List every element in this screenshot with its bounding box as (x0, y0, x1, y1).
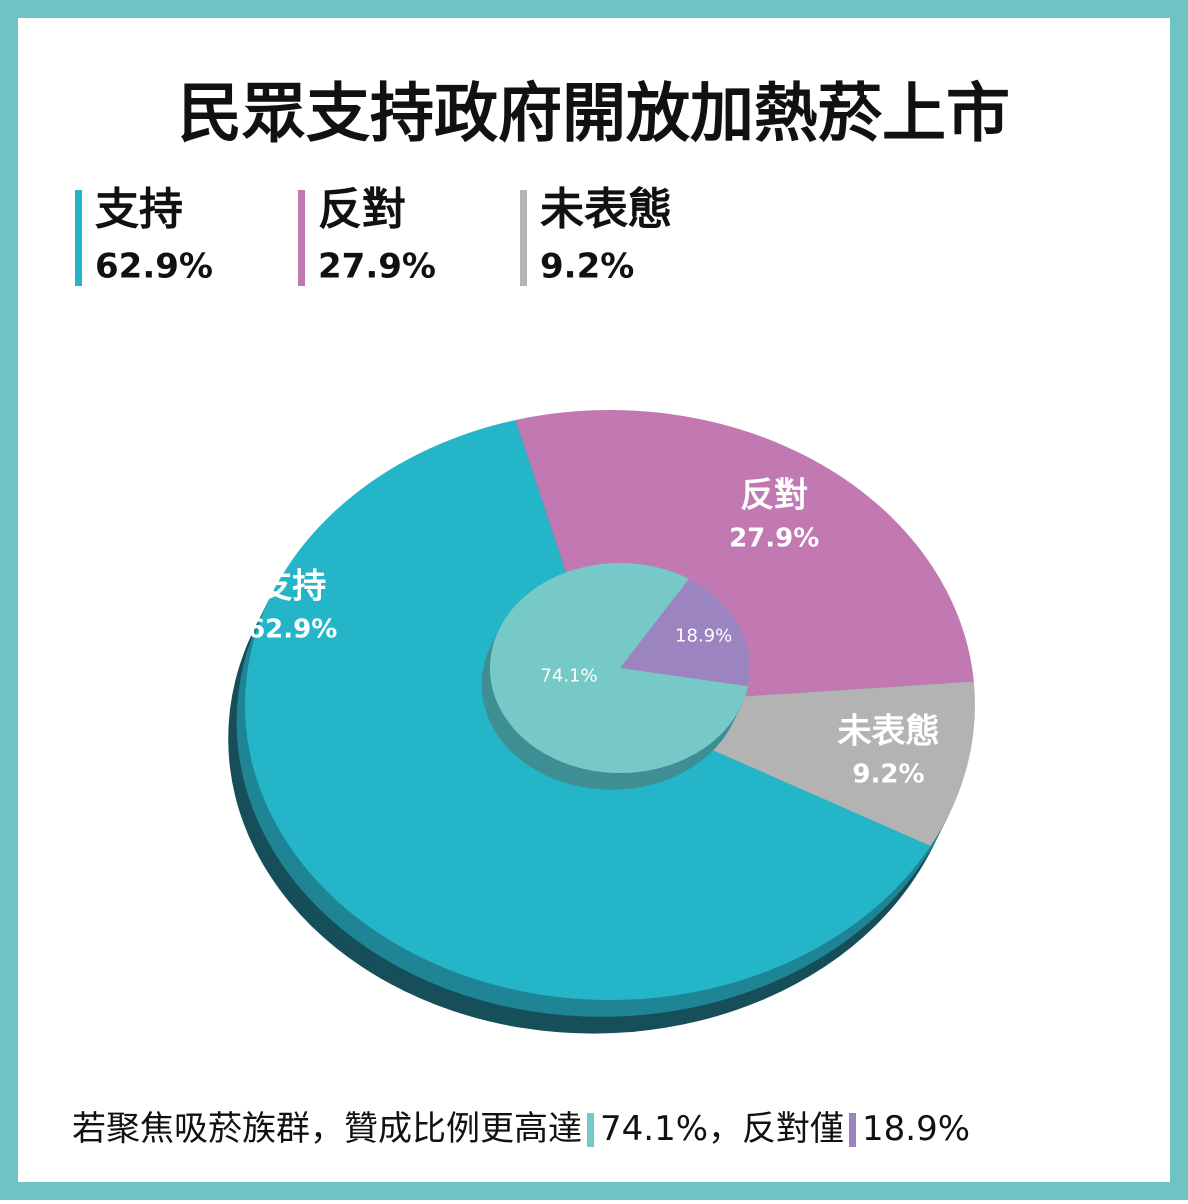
footer-value: 74.1% (600, 1109, 708, 1149)
slice-value: 27.9% (729, 524, 819, 554)
legend-value: 62.9% (95, 247, 213, 287)
footer: 若聚焦吸菸族群，贊成比例更高達 74.1%，反對僅 18.9% (72, 1109, 970, 1149)
legend-label: 支持 (95, 184, 183, 235)
slice-value: 9.2% (852, 759, 924, 789)
inner-value: 74.1% (540, 665, 597, 686)
footer-mid: ，反對僅 (708, 1109, 844, 1149)
inner-slice (490, 563, 727, 773)
inner-value: 18.9% (675, 626, 732, 647)
footer-swatch (587, 1113, 594, 1147)
legend-swatch (298, 190, 305, 286)
chart-title: 民眾支持政府開放加熱菸上市 (178, 78, 1010, 152)
legend-label: 反對 (318, 184, 406, 235)
footer-value: 18.9% (862, 1109, 970, 1149)
slice-label: 未表態 (837, 711, 939, 751)
legend-swatch (75, 190, 82, 286)
legend-label: 未表態 (540, 184, 672, 235)
slice-value: 62.9% (247, 615, 337, 645)
footer-swatch (849, 1113, 857, 1147)
legend-swatch (520, 190, 527, 286)
footer-lead: 若聚焦吸菸族群，贊成比例更高達 (72, 1109, 582, 1149)
slice-label: 反對 (740, 476, 808, 516)
legend-value: 9.2% (540, 247, 634, 287)
pie-chart: 支持 62.9% 反對 27.9% 未表態 9.2% 74.1% 18.9% (228, 410, 975, 1034)
legend: 支持 62.9% 反對 27.9% 未表態 9.2% (75, 184, 672, 287)
slice-label: 支持 (258, 567, 326, 607)
legend-value: 27.9% (318, 247, 436, 287)
footer-text: 若聚焦吸菸族群，贊成比例更高達 74.1%，反對僅 18.9% (72, 1109, 970, 1149)
inner-slice (620, 578, 750, 687)
